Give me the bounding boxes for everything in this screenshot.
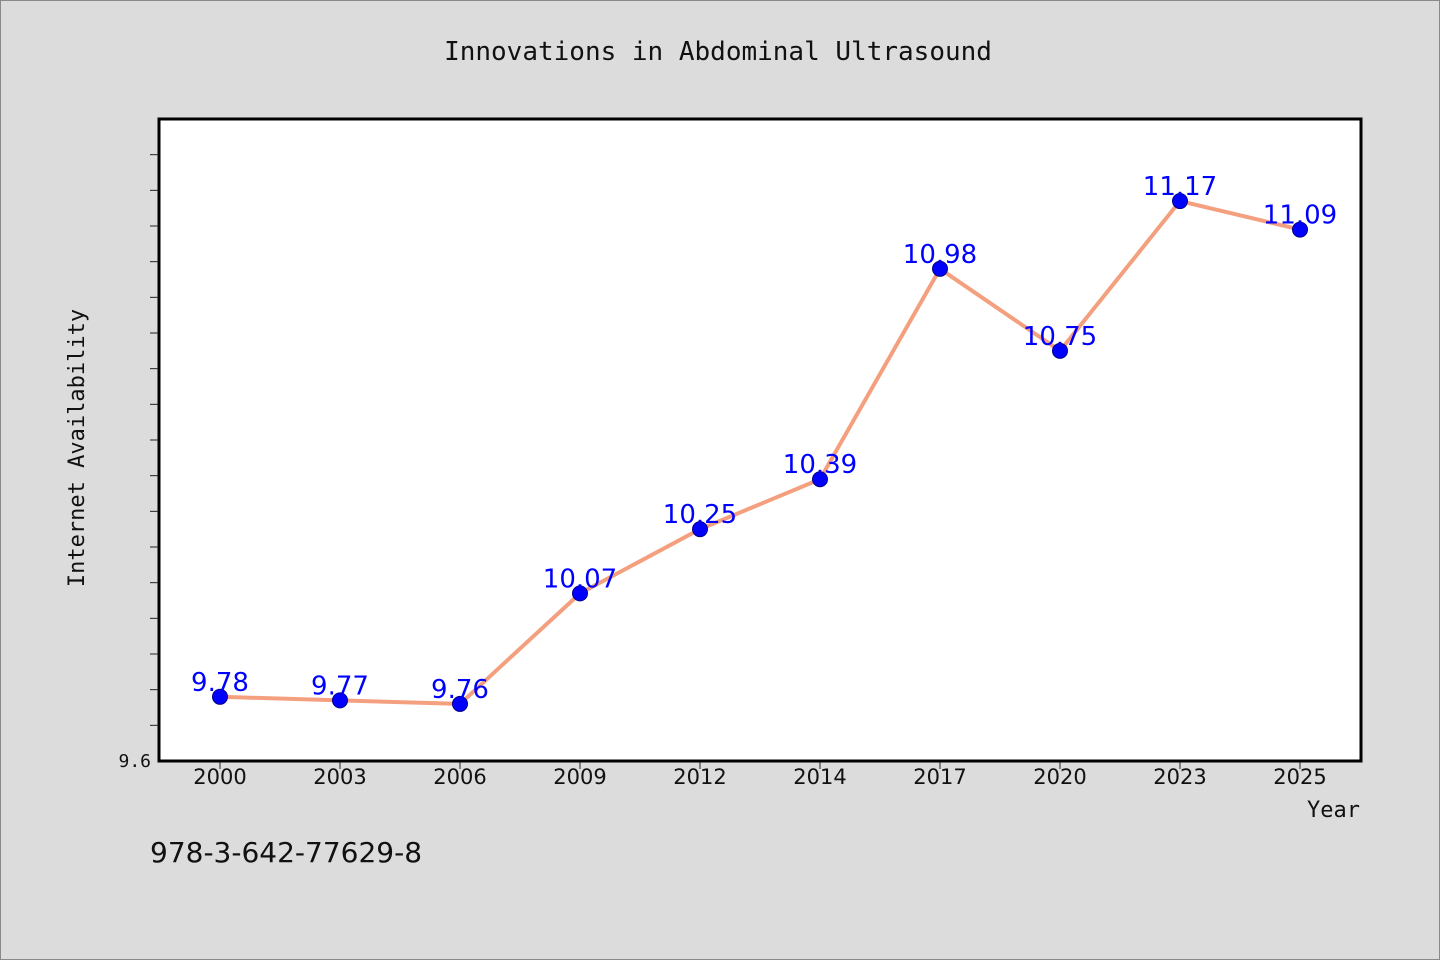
x-axis-ticks: 2000 2003 2006 2009 2012 2014 2017 2020 2023 2025 bbox=[193, 762, 1327, 789]
data-point bbox=[1172, 193, 1188, 210]
data-point bbox=[452, 695, 468, 712]
x-tick-label: 2003 bbox=[313, 765, 366, 789]
plot-area bbox=[157, 117, 1363, 763]
data-label: 10.98 bbox=[903, 240, 977, 270]
data-label: 9.78 bbox=[191, 668, 249, 698]
data-label: 9.77 bbox=[311, 671, 369, 701]
data-labels: 9.78 9.77 9.76 10.07 10.25 10.39 10.98 10.75 11.… bbox=[191, 172, 1337, 705]
data-label: 11.17 bbox=[1143, 172, 1217, 202]
data-point bbox=[812, 471, 828, 488]
series-line bbox=[219, 199, 1301, 706]
data-label: 10.25 bbox=[663, 500, 737, 530]
data-label: 10.39 bbox=[783, 450, 857, 480]
data-label: 10.07 bbox=[543, 564, 617, 594]
x-tick-label: 2020 bbox=[1033, 765, 1086, 789]
footer-isbn: 978-3-642-77629-8 bbox=[150, 836, 422, 869]
x-tick-label: 2017 bbox=[913, 765, 966, 789]
data-point bbox=[332, 692, 348, 709]
data-point bbox=[932, 260, 948, 277]
data-point bbox=[572, 585, 588, 602]
x-tick-label: 2006 bbox=[433, 765, 486, 789]
chart-title: Innovations in Abdominal Ultrasound bbox=[444, 37, 992, 67]
data-point bbox=[1052, 342, 1068, 359]
y-axis-label: Internet Availability bbox=[65, 309, 90, 587]
data-label: 11.09 bbox=[1263, 201, 1337, 231]
data-point bbox=[212, 688, 228, 705]
data-markers bbox=[212, 193, 1308, 712]
data-label: 9.76 bbox=[431, 675, 489, 705]
x-tick-label: 2023 bbox=[1153, 765, 1206, 789]
x-tick-label: 2009 bbox=[553, 765, 606, 789]
x-tick-label: 2012 bbox=[673, 765, 726, 789]
y-tick-label: 9.6 bbox=[118, 751, 151, 772]
x-tick-label: 2025 bbox=[1273, 765, 1326, 789]
data-point bbox=[1292, 221, 1308, 238]
data-point bbox=[692, 521, 708, 538]
x-tick-label: 2014 bbox=[793, 765, 846, 789]
x-axis-label: Year bbox=[1307, 798, 1360, 823]
data-label: 10.75 bbox=[1023, 322, 1097, 352]
x-tick-label: 2000 bbox=[193, 765, 246, 789]
y-axis-ticks: 9.6 bbox=[118, 154, 158, 772]
